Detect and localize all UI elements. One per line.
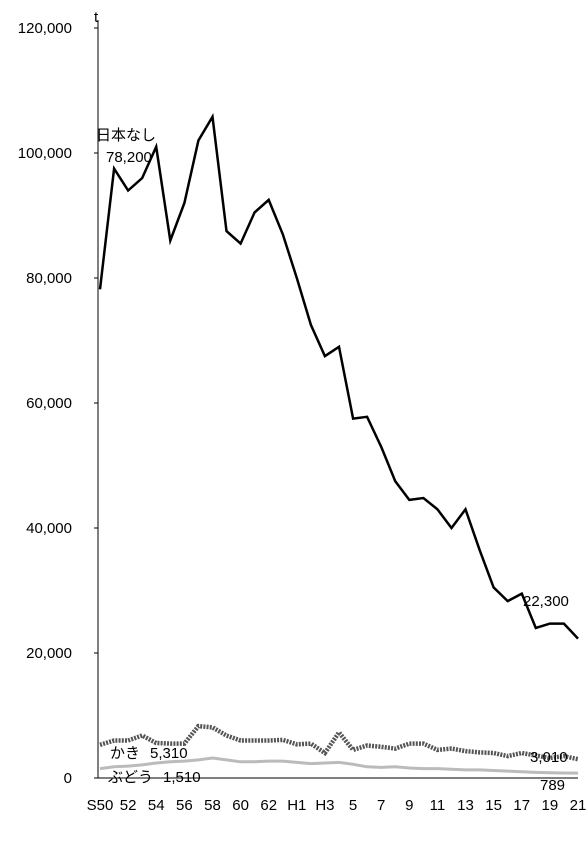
y-tick-label: 0	[64, 770, 72, 787]
series-name-pear: 日本なし	[96, 127, 156, 144]
x-tick-label: 58	[204, 797, 221, 814]
x-tick-label: H3	[315, 797, 334, 814]
x-tick-label: 52	[120, 797, 137, 814]
series-labels: 日本なし 78,200 22,300 かき 5,310 3,010 ぶどう 1,510 789	[96, 127, 569, 794]
x-tick-label: 11	[430, 797, 446, 814]
series-end-label-grape: 789	[540, 777, 565, 794]
y-tick-label: 40,000	[26, 520, 72, 537]
x-tick-labels: S50 52 54 56 58 60 62 H1 H3 5 7 9 11 13 15 17 19 21	[87, 797, 587, 814]
x-tick-label: 7	[377, 797, 385, 814]
series-lines	[98, 113, 579, 775]
x-tick-label: 62	[260, 797, 277, 814]
axes	[94, 20, 578, 779]
series-line-1	[98, 113, 579, 640]
series-start-label-grape: 1,510	[163, 769, 201, 786]
y-tick-label: 120,000	[18, 20, 72, 37]
y-tick-label: 100,000	[18, 145, 72, 162]
y-tick-label: 20,000	[26, 645, 72, 662]
series-start-label-pear: 78,200	[106, 149, 152, 166]
x-tick-label: 56	[176, 797, 193, 814]
series-name-grape: ぶどう	[108, 769, 153, 786]
x-tick-label: 19	[542, 797, 559, 814]
y-tick-label: 60,000	[26, 395, 72, 412]
x-tick-label: 13	[457, 797, 474, 814]
x-tick-label: 15	[485, 797, 502, 814]
x-tick-label: S50	[87, 797, 114, 814]
y-tick-labels: 0 20,000 40,000 60,000 80,000 100,000 120,000	[18, 20, 72, 787]
series-line-2	[99, 723, 579, 762]
x-tick-label: 5	[349, 797, 357, 814]
x-tick-label: 21	[570, 797, 587, 814]
x-tick-label: H1	[287, 797, 306, 814]
x-tick-label: 60	[232, 797, 249, 814]
series-end-label-persimmon: 3,010	[530, 749, 568, 766]
series-name-persimmon: かき	[110, 745, 140, 762]
y-axis-unit: t	[94, 9, 99, 26]
series-line-3	[99, 756, 579, 775]
x-tick-label: 54	[148, 797, 165, 814]
x-tick-label: 9	[405, 797, 413, 814]
series-start-label-persimmon: 5,310	[150, 745, 188, 762]
y-tick-label: 80,000	[26, 270, 72, 287]
x-tick-label: 17	[513, 797, 530, 814]
series-end-label-pear: 22,300	[523, 593, 569, 610]
